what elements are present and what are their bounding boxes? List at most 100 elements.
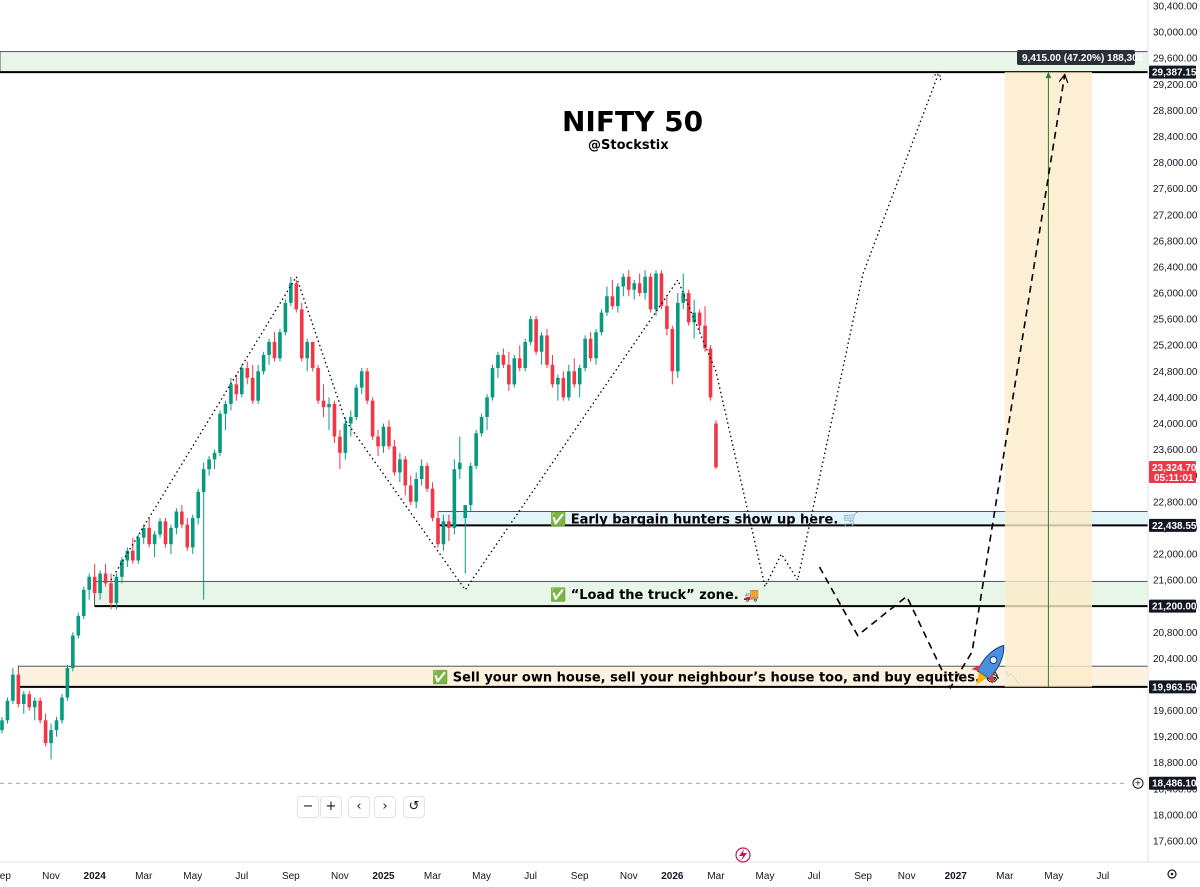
candle-body: [120, 560, 124, 577]
candle-body: [180, 511, 184, 525]
candle-body: [528, 319, 533, 342]
x-tick-label: May: [472, 871, 491, 882]
chart-subtitle: @Stockstix: [588, 138, 669, 153]
price-label: 22,438.55: [1152, 521, 1197, 532]
y-tick-label: 18,800.00: [1153, 758, 1198, 769]
y-tick-label: 26,800.00: [1153, 236, 1198, 247]
candle-body: [408, 485, 413, 502]
candle-body: [158, 521, 162, 535]
price-label-box: [1149, 599, 1196, 613]
x-tick-label: Sep: [282, 871, 300, 882]
candle-body: [714, 423, 718, 468]
y-tick-label: 27,600.00: [1153, 184, 1198, 195]
y-tick-label: 28,000.00: [1153, 158, 1198, 169]
candle-body: [332, 403, 337, 437]
y-tick-label: 22,800.00: [1153, 497, 1198, 508]
candle-body: [572, 371, 577, 385]
rocket-icon-part: [989, 656, 998, 665]
candle-body: [485, 397, 489, 417]
candle-body: [103, 573, 108, 584]
candle-body: [109, 583, 113, 603]
price-label: 23,324.70: [1152, 463, 1197, 474]
zoom-out-button[interactable]: −: [297, 796, 319, 818]
y-tick-label: 19,200.00: [1153, 732, 1198, 743]
candle-body: [92, 576, 97, 594]
candle-body: [398, 459, 402, 473]
candle-body: [316, 368, 320, 401]
zone-label: ✅ “Load the truck” zone. 🚚: [550, 587, 759, 603]
y-tick-label: 17,600.00: [1153, 837, 1198, 848]
candle-body: [283, 302, 288, 333]
candle-body: [392, 446, 397, 473]
candle-body: [201, 469, 206, 492]
zoom-in-button[interactable]: +: [320, 796, 342, 818]
candle-body: [474, 433, 478, 466]
zone-box: [0, 51, 1149, 73]
candle-body: [174, 511, 179, 528]
gear-icon-center: [1170, 872, 1174, 876]
x-tick-label: Sep: [571, 871, 589, 882]
candle-body: [430, 488, 435, 519]
candle-body: [261, 355, 266, 372]
candle-body: [65, 668, 70, 698]
gear-icon: [1167, 869, 1177, 879]
x-tick-label: 2026: [661, 871, 684, 882]
candle-body: [458, 462, 462, 470]
candle-body: [365, 371, 369, 401]
chart-title: NIFTY 50: [562, 105, 703, 138]
y-tick-label: 24,800.00: [1153, 367, 1198, 378]
candle-body: [272, 341, 277, 359]
candle-body: [354, 387, 359, 417]
candle-body: [676, 302, 680, 372]
x-tick-label: May: [183, 871, 202, 882]
candle-body: [539, 335, 544, 352]
candle-body: [556, 377, 560, 385]
y-tick-label: 29,600.00: [1153, 54, 1198, 65]
y-tick-label: 30,400.00: [1153, 2, 1198, 13]
lightning-icon: [735, 847, 751, 863]
candle-body: [686, 293, 691, 323]
candle-body: [545, 335, 549, 365]
scroll-right-button[interactable]: ›: [374, 796, 396, 818]
scroll-left-button[interactable]: ‹: [348, 796, 370, 818]
candle-body: [403, 459, 408, 486]
zone-label: ✅ Early bargain hunters show up here. 🛒: [550, 511, 859, 527]
candle-body: [240, 368, 244, 395]
candle-body: [207, 459, 211, 470]
candle-body: [599, 312, 604, 333]
price-label-box: [1149, 518, 1196, 532]
candle-body: [131, 550, 135, 561]
x-tick-label: Jul: [524, 871, 537, 882]
x-tick-label: Nov: [620, 871, 638, 882]
candle-body: [626, 276, 631, 290]
y-tick-label: 21,600.00: [1153, 576, 1198, 587]
candle-body: [76, 615, 81, 636]
candle-body: [610, 296, 615, 307]
rocket-icon: [971, 644, 1005, 685]
candle-body: [708, 348, 713, 398]
candle-body: [16, 674, 21, 705]
candle-body: [169, 527, 173, 545]
candle-body: [577, 368, 582, 385]
candle-body: [507, 364, 511, 385]
x-tick-label: Nov: [42, 871, 60, 882]
candle-body: [212, 452, 217, 460]
y-tick-label: 25,200.00: [1153, 341, 1198, 352]
candle-body: [343, 423, 348, 453]
y-tick-label: 26,400.00: [1153, 262, 1198, 273]
price-label: 18,486.10: [1152, 779, 1197, 790]
y-tick-label: 20,400.00: [1153, 654, 1198, 665]
x-tick-label: 2025: [372, 871, 395, 882]
reset-chart-button[interactable]: ↺: [403, 796, 425, 818]
candle-body: [152, 534, 157, 545]
candle-body: [0, 720, 4, 731]
price-label-countdown: 05:11:01: [1154, 473, 1194, 484]
y-tick-label: 27,200.00: [1153, 210, 1198, 221]
candle-body: [234, 384, 239, 395]
add-alert-icon-plus: +: [1135, 779, 1141, 790]
price-label: 19,963.50: [1152, 682, 1197, 693]
candle-body: [11, 674, 15, 701]
candle-body: [223, 403, 228, 414]
candle-body: [588, 338, 593, 359]
